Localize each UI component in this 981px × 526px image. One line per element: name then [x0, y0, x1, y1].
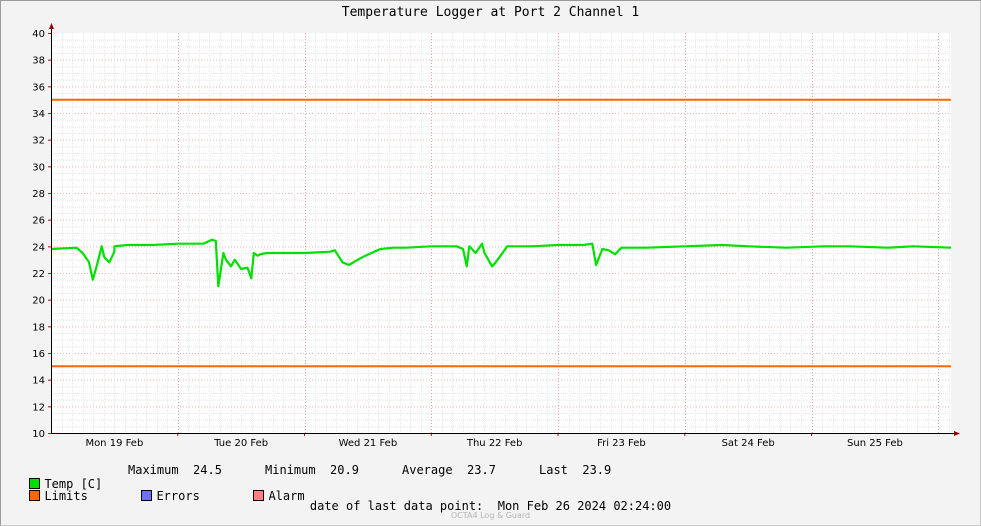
x-axis-arrow — [954, 431, 960, 436]
y-tick-label: 34 — [32, 109, 45, 120]
x-axis: Mon 19 Feb Tue 20 Feb Wed 21 Feb Thu 22 Feb… — [85, 433, 903, 449]
last-data-label: date of last data point: — [309, 499, 484, 513]
last-stat: Last 23.9 — [539, 463, 611, 477]
average-label: Average — [402, 463, 453, 477]
errors-swatch — [141, 490, 153, 501]
y-tick-label: 20 — [32, 296, 45, 307]
last-label: Last — [539, 463, 568, 477]
last-data-point: date of last data point: Mon Feb 26 2024… — [0, 499, 981, 513]
last-value: 23.9 — [582, 463, 612, 477]
temp-label: Temp [C] — [44, 477, 103, 491]
legend-row-1: Temp [C] — [15, 463, 102, 491]
x-tick-label: Thu 22 Feb — [466, 438, 523, 449]
y-tick-label: 38 — [32, 56, 45, 67]
y-tick-label: 18 — [32, 322, 45, 333]
maximum-label: Maximum — [128, 463, 179, 477]
x-tick-label: Wed 21 Feb — [339, 438, 398, 449]
legend-alarm: Alarm — [239, 475, 305, 503]
legend-limits: Limits — [15, 475, 88, 503]
y-tick-label: 22 — [32, 269, 45, 280]
legend-errors: Errors — [127, 475, 200, 503]
alarm-label: Alarm — [268, 489, 305, 503]
limits-label: Limits — [44, 489, 88, 503]
y-tick-label: 40 — [32, 29, 45, 40]
grid — [51, 33, 951, 433]
minimum-stat: Minimum 20.9 — [265, 463, 359, 477]
maximum-value: 24.5 — [193, 463, 222, 477]
y-tick-label: 16 — [32, 349, 45, 360]
y-axis-arrow — [49, 23, 54, 29]
temperature-line — [50, 238, 952, 288]
x-tick-label: Sat 24 Feb — [722, 438, 775, 449]
y-axis: 10 12 14 16 18 20 22 24 26 28 30 32 34 36 38 40 — [32, 29, 51, 440]
average-stat: Average 23.7 — [402, 463, 496, 477]
maximum-stat: Maximum 24.5 — [128, 463, 222, 477]
y-tick-label: 24 — [32, 242, 45, 253]
y-tick-label: 14 — [32, 376, 45, 387]
axes — [49, 23, 960, 436]
alarm-swatch — [253, 490, 265, 501]
errors-label: Errors — [156, 489, 200, 503]
x-tick-label: Mon 19 Feb — [85, 438, 143, 449]
x-tick-label: Sun 25 Feb — [847, 438, 903, 449]
minimum-label: Minimum — [265, 463, 316, 477]
y-tick-label: 28 — [32, 189, 45, 200]
last-data-value: Mon Feb 26 2024 02:24:00 — [497, 499, 672, 513]
watermark: OCTA4 Log & Guard — [450, 511, 531, 520]
limits-swatch — [29, 490, 41, 501]
y-tick-label: 36 — [32, 82, 45, 93]
minimum-value: 20.9 — [330, 463, 359, 477]
chart-title: Temperature Logger at Port 2 Channel 1 — [341, 5, 640, 20]
y-tick-label: 30 — [32, 162, 45, 173]
series-layer — [50, 98, 952, 368]
y-tick-label: 12 — [32, 402, 45, 413]
y-tick-label: 32 — [32, 136, 45, 147]
y-tick-label: 26 — [32, 216, 45, 227]
x-tick-label: Tue 20 Feb — [213, 438, 268, 449]
x-tick-label: Fri 23 Feb — [597, 438, 646, 449]
y-tick-label: 10 — [32, 429, 45, 440]
temp-swatch — [29, 478, 41, 489]
average-value: 23.7 — [467, 463, 496, 477]
